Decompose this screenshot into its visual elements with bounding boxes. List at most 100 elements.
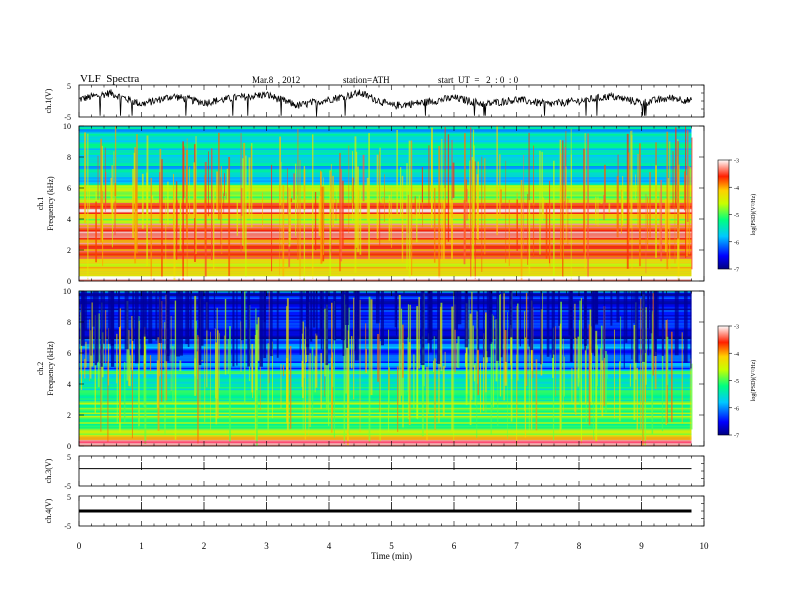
spectrogram-streak [477,161,479,240]
spectrogram-streak [172,346,174,403]
spectrogram-row [79,358,692,360]
spectrogram-row [79,126,692,128]
spectrogram-row [79,143,692,146]
spectrogram-streak [564,356,565,397]
spectrogram-row [79,327,692,330]
spectrogram-streak [247,291,250,367]
y-tick-label: -5 [64,482,71,491]
spectrogram-streak [89,319,91,382]
spectrogram-streak [491,314,493,410]
spectrogram-streak [346,330,349,446]
spectrogram-row [79,334,692,336]
spectrogram-row [79,204,692,207]
spectrogram-streak [345,304,347,394]
y-tick-label: 6 [67,349,71,358]
spectrogram-streak [368,296,371,444]
spectrogram-row [79,367,692,370]
spectrogram-row [79,191,692,194]
spectrogram-streak [208,151,209,217]
spectrogram-streak [141,173,144,229]
spectrogram-row [79,443,692,445]
spectrogram-row [79,148,692,151]
spectrogram-streak [562,338,564,415]
spectrogram-streak [580,298,582,444]
spectrogram-row [79,363,692,365]
colorbar-tick-label: -7 [734,268,739,274]
spectrogram-streak [426,366,428,441]
colorbar [717,159,730,270]
spectrogram-streak [644,365,646,402]
spectrogram-streak [111,198,113,248]
spectrogram-streak [686,130,689,222]
spectrogram-streak [683,291,688,363]
spectrogram-streak [289,188,291,241]
spectrogram-streak [187,291,190,347]
spectrogram-streak [603,291,605,358]
spectrogram-streak [542,293,544,365]
spectrogram-streak [636,368,638,430]
spectrogram-streak [451,199,453,259]
y-tick-label: 5 [67,453,71,462]
spectrogram-streak [251,143,253,228]
spectrogram-row [79,390,692,392]
spectrogram-streak [136,134,138,254]
colorbar [717,325,730,436]
spectrogram-streak [588,324,591,426]
spectrogram-row [79,166,692,168]
spectrogram-streak [217,330,219,419]
spectrogram-streak [179,197,182,251]
spectrogram-streak [263,291,266,359]
spectrogram-streak [359,299,361,433]
spectrogram-streak [176,291,180,357]
spectrogram-streak [210,331,211,430]
spectrogram-row [79,412,692,415]
spectrogram-streak [143,353,145,407]
spectrogram-row [79,130,692,133]
spectrogram-streak [302,321,304,399]
spectrogram-row [79,377,692,380]
spectrogram-streak [394,291,398,328]
spectrogram-streak [637,153,639,229]
spectrogram-streak [96,291,99,362]
spectrogram-streak [481,156,483,272]
spectrogram-streak [674,291,679,356]
spectrogram-row [79,242,692,245]
spectrogram-streak [508,199,510,267]
spectrogram-streak [293,173,295,200]
spectrogram-streak [553,291,555,355]
y-axis-label: ch.1(V) [44,88,53,113]
spectrogram-streak [123,362,126,423]
spectrogram-streak [259,291,263,367]
spectrogram-streak [587,133,589,278]
spectrogram-row [79,154,692,157]
spectrogram-streak [610,291,613,326]
spectrogram-streak [633,291,635,324]
spectrogram-streak [454,304,456,373]
spectrogram-streak [138,320,140,427]
spectrogram-streak [523,154,525,253]
spectrogram-streak [286,298,289,431]
x-tick-label: 3 [264,541,269,551]
spectrogram-streak [204,175,207,249]
spectrogram-streak [564,146,566,205]
spectrogram-streak [608,203,611,213]
spectrogram-row [79,329,692,332]
spectrogram-streak [548,180,551,264]
spectrogram-streak [449,191,452,225]
spectrogram-streak [402,343,404,428]
low-freq-band [79,441,692,444]
spectrogram-streak [227,338,229,374]
spectrogram-streak [124,291,129,350]
spectrogram-row [79,278,692,280]
spectrogram-row [79,398,692,400]
spectrogram-streak [638,143,641,267]
spectrogram-row [79,343,692,346]
spectrogram-streak [444,188,446,209]
spectrogram-streak [666,336,669,385]
spectrogram-row [79,364,692,367]
spectrogram-streak [563,201,565,209]
spectrogram-streak [309,353,311,427]
spectrogram-streak [102,190,104,204]
spectrogram-streak [201,359,203,362]
spectrogram-streak [229,326,231,442]
